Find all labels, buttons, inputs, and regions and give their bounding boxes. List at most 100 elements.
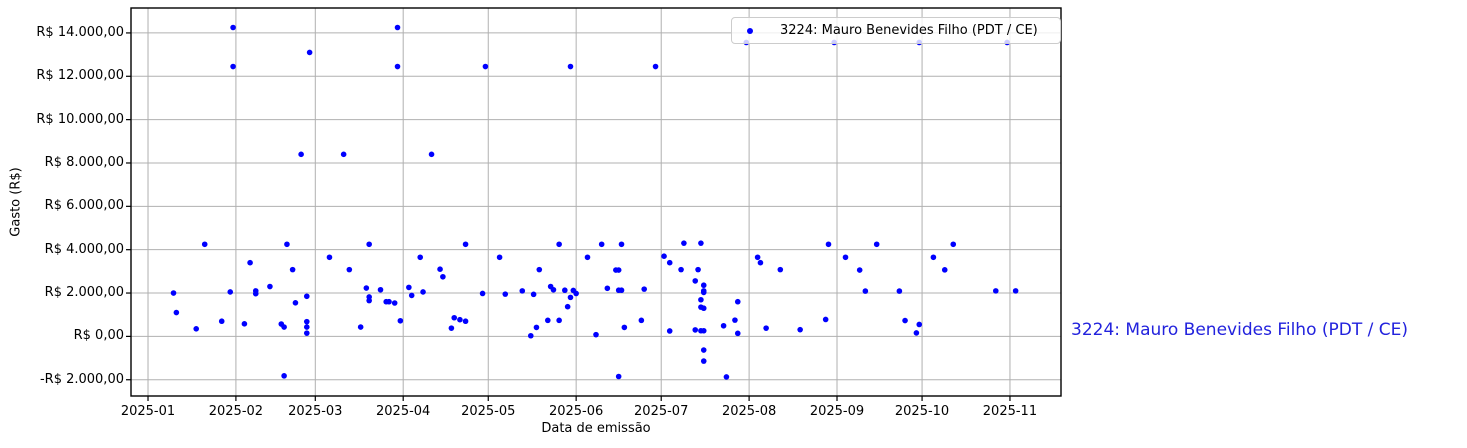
y-tick-label: R$ 4.000,00 (44, 241, 124, 257)
data-point (170, 290, 177, 296)
data-point (593, 331, 599, 338)
data-point (700, 347, 707, 353)
data-point (856, 267, 863, 273)
y-tick-label: R$ 2.000,00 (44, 285, 124, 301)
y-tick-label: R$ 0,00 (73, 328, 124, 344)
data-point (941, 267, 948, 273)
data-point (303, 324, 310, 330)
data-point (700, 289, 707, 296)
data-point (527, 332, 534, 339)
data-point (502, 291, 509, 297)
data-point (479, 290, 486, 297)
data-point (386, 298, 392, 305)
x-tick-label: 2025-05 (461, 404, 516, 419)
y-tick-label: R$ 14.000,00 (36, 24, 124, 40)
data-point (700, 358, 707, 364)
data-point (394, 24, 401, 31)
x-tick-label: 2025-01 (120, 404, 176, 419)
data-point (618, 287, 625, 294)
data-point (247, 259, 253, 266)
data-point (437, 266, 443, 272)
data-point (519, 288, 526, 294)
data-point (281, 324, 287, 330)
data-point (397, 317, 404, 324)
data-point (873, 241, 880, 248)
y-tick-label: -R$ 2.000,00 (39, 371, 124, 387)
y-tick-label: R$ 12.000,00 (36, 68, 124, 84)
data-point (695, 266, 701, 273)
data-point (406, 284, 412, 291)
data-point (562, 287, 568, 294)
data-point (621, 324, 628, 331)
data-point (700, 282, 707, 289)
data-point (698, 240, 704, 246)
data-point (377, 286, 384, 293)
data-point (193, 326, 200, 332)
data-point (536, 266, 543, 273)
data-point (734, 298, 741, 305)
data-point (533, 324, 540, 331)
plot-frame (130, 7, 1062, 397)
data-point (544, 317, 551, 324)
data-point (573, 290, 579, 297)
data-point (700, 327, 707, 334)
data-point (992, 288, 999, 294)
data-point (326, 254, 333, 261)
data-point (292, 299, 299, 306)
data-point (230, 24, 236, 31)
data-point (567, 294, 574, 301)
y-tick-label: R$ 6.000,00 (44, 198, 124, 214)
data-point (652, 63, 659, 70)
data-point (340, 151, 347, 158)
series-label-right[interactable]: 3224: Mauro Benevides Filho (PDT / CE) (1071, 320, 1409, 340)
data-point (306, 49, 313, 56)
data-point (584, 254, 591, 261)
x-tick-label: 2025-07 (634, 404, 689, 419)
data-point (218, 318, 225, 325)
data-point (363, 285, 370, 291)
y-tick-label: R$ 10.000,00 (36, 111, 124, 127)
data-point (615, 373, 622, 380)
data-point (303, 318, 310, 325)
data-point (252, 290, 259, 297)
data-point (700, 305, 707, 312)
data-point (615, 267, 622, 273)
data-point (692, 278, 699, 284)
data-point (173, 309, 180, 316)
data-point (916, 321, 923, 328)
data-point (462, 241, 469, 248)
x-tick-label: 2025-02 (208, 404, 264, 419)
data-point (1012, 288, 1019, 294)
data-point (281, 373, 287, 379)
data-point (482, 63, 489, 70)
data-point (284, 241, 290, 248)
x-tick-label: 2025-09 (809, 404, 865, 419)
data-point (267, 283, 273, 290)
data-point (862, 288, 869, 294)
data-point (902, 317, 908, 324)
data-point (777, 266, 784, 273)
data-point (201, 241, 208, 248)
data-point (451, 314, 458, 321)
data-point (641, 286, 648, 292)
x-axis-title: Data de emissão (541, 421, 651, 436)
x-tick-label: 2025-11 (982, 404, 1038, 419)
data-point (913, 330, 920, 336)
y-tick-label: R$ 8.000,00 (44, 154, 124, 170)
x-tick-label: 2025-08 (721, 404, 777, 419)
data-point (556, 241, 562, 248)
data-point (723, 374, 730, 380)
data-point (530, 291, 537, 298)
data-point (763, 325, 769, 331)
data-point (408, 292, 415, 299)
data-point (692, 327, 699, 333)
data-point (462, 318, 469, 325)
data-point (678, 266, 684, 273)
data-point (550, 286, 557, 293)
legend-marker-icon (747, 27, 753, 34)
data-point (720, 322, 727, 329)
legend-box: 3224: Mauro Benevides Filho (PDT / CE) (731, 17, 1061, 44)
data-point (825, 241, 832, 248)
data-point (366, 297, 372, 304)
